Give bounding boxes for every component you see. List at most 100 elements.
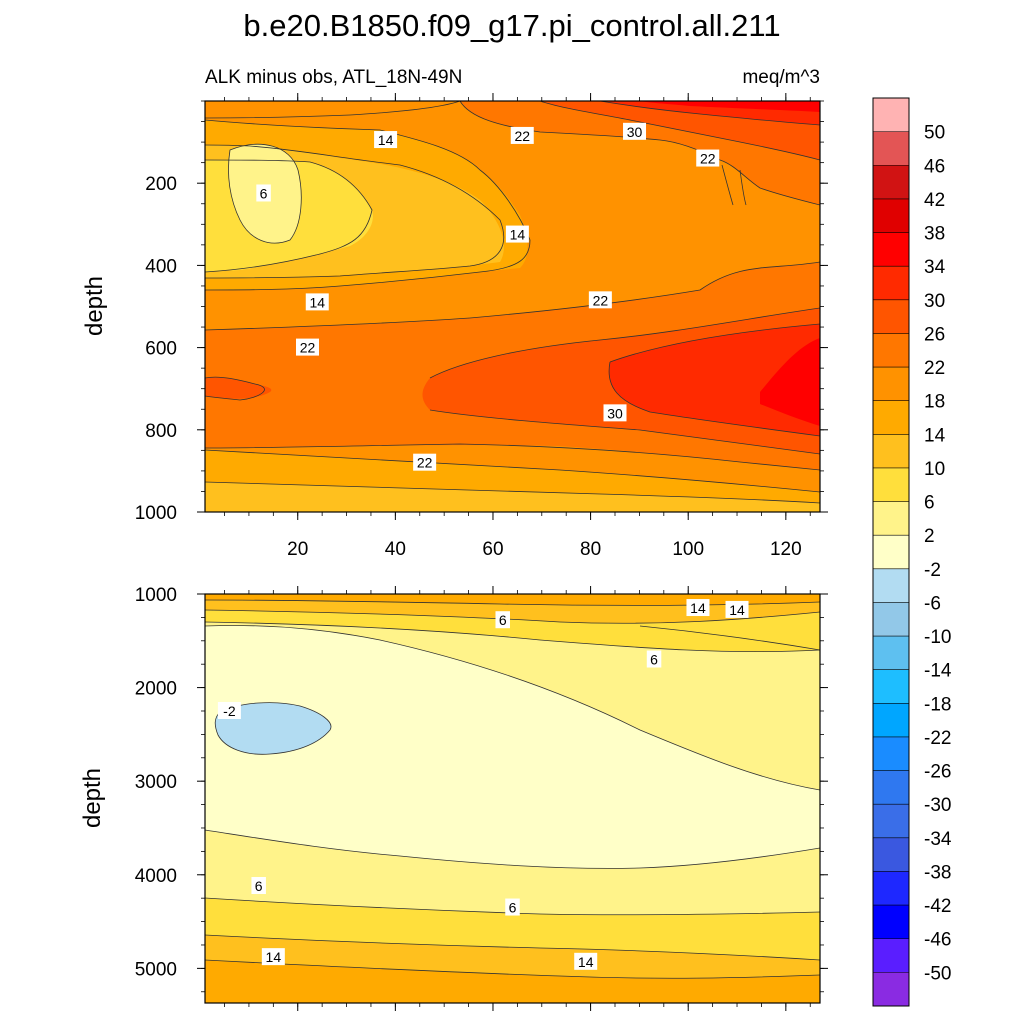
colorbar-label: 34 (924, 257, 946, 278)
fill-neg6-neg2-lower (215, 702, 331, 755)
chart-title: b.e20.B1850.f09_g17.pi_control.all.211 (243, 8, 780, 43)
colorbar-swatch (873, 535, 909, 570)
contour-label: 6 (256, 184, 271, 202)
colorbar-label: 18 (924, 392, 945, 413)
contour-label: 22 (296, 338, 319, 356)
colorbar-label: -14 (924, 661, 952, 682)
fill-14-18-deep (205, 960, 820, 1003)
x-tick-label: 120 (770, 539, 802, 560)
colorbar-swatch (873, 165, 909, 200)
contour-label-box (686, 599, 710, 617)
x-tick-label: 100 (672, 539, 704, 560)
contour-label-box (725, 600, 749, 618)
contour-label-text: 14 (510, 227, 526, 243)
y-tick-label: 200 (145, 174, 177, 195)
x-tick-label: 40 (385, 539, 406, 560)
contour-label-text: 6 (255, 878, 263, 894)
colorbar-label: 6 (924, 493, 935, 514)
colorbar-label: -2 (924, 560, 941, 581)
colorbar-swatch (873, 804, 909, 839)
colorbar-swatch (873, 232, 909, 267)
fill-neg2-2-lower (205, 625, 820, 869)
colorbar-label: 46 (924, 156, 945, 177)
colorbar-swatch (873, 703, 909, 738)
y-tick-label: 400 (145, 256, 177, 277)
colorbar-frame (872, 97, 910, 1007)
y-tick-label: 4000 (135, 866, 177, 887)
colorbar-swatch (873, 198, 909, 234)
contour-label: 22 (696, 149, 720, 167)
contour-label-text: 22 (514, 128, 530, 144)
upper-y-axis-label: depth (81, 276, 108, 336)
colorbar-swatch (873, 770, 909, 805)
colorbar-label: 10 (924, 459, 945, 480)
lower-axes: 1000 2000 3000 4000 5000 (135, 585, 828, 1011)
contour-label-text: 14 (378, 132, 394, 148)
contour-label-box (623, 122, 647, 140)
x-tick-label: 20 (287, 539, 308, 560)
fill-18-22-top-left (205, 101, 460, 118)
fill-34-38-surface (640, 101, 820, 112)
contour-label-text: 22 (593, 292, 609, 308)
colorbar-label: 22 (924, 358, 945, 379)
contour-label-box (505, 898, 520, 916)
contour-label-box (495, 611, 510, 629)
colorbar-label: -38 (924, 862, 951, 883)
y-tick-label: 1000 (135, 503, 177, 524)
fill-26-30-west (205, 377, 272, 399)
colorbar: 50 46 42 38 34 30 26 22 18 14 10 6 2 -2 -6 -10 -14 -18 -22… (872, 97, 952, 1007)
colorbar-swatch (873, 367, 909, 402)
colorbar-swatch (873, 972, 909, 1007)
contour-label: 22 (413, 453, 437, 471)
colorbar-label: 42 (924, 190, 945, 211)
colorbar-swatch (873, 871, 909, 906)
colorbar-swatch (873, 905, 909, 940)
contour-label-box (217, 701, 241, 719)
contour-label-box (696, 149, 720, 167)
upper-contour-labels: 14 22 30 22 6 14 14 22 22 30 22 (256, 122, 720, 471)
contour-label-box (603, 404, 627, 422)
colorbar-label: 26 (924, 324, 945, 345)
colorbar-label: 30 (924, 291, 945, 312)
y-tick-label: 5000 (135, 959, 177, 980)
contour-label: 6 (495, 611, 510, 629)
colorbar-label: -26 (924, 762, 951, 783)
colorbar-swatch (873, 501, 909, 536)
contour-label-box (510, 126, 534, 144)
colorbar-swatch (873, 568, 909, 603)
contour-label-box (413, 453, 437, 471)
contour-label-box (374, 131, 398, 149)
contour-label-text: 14 (309, 294, 325, 310)
colorbar-label: -34 (924, 829, 952, 850)
contour-label: 14 (686, 599, 710, 617)
contour-label-text: 22 (300, 340, 316, 356)
colorbar-swatch (873, 837, 909, 872)
contour-label-text: 14 (729, 602, 745, 618)
contour-label-text: 6 (509, 900, 517, 916)
contour-label-box (251, 877, 266, 895)
lower-contour-lines (205, 599, 820, 979)
contour-label-box (646, 650, 662, 668)
colorbar-swatch (873, 98, 909, 133)
colorbar-label: -22 (924, 728, 951, 749)
contour-label-box (256, 184, 271, 202)
colorbar-swatch (873, 736, 909, 772)
contour-label-text: 6 (260, 185, 268, 201)
contour-label-text: -2 (223, 703, 236, 719)
colorbar-swatch (873, 400, 909, 435)
lower-plot-frame (204, 593, 821, 1004)
contour-label-box (296, 338, 319, 356)
contour-label: 6 (646, 650, 662, 668)
contour-label: 6 (251, 877, 266, 895)
upper-axes: 200 400 600 800 1000 20 40 60 80 100 120 (135, 93, 828, 560)
contour-label: 30 (603, 404, 627, 422)
colorbar-swatch (873, 636, 909, 671)
colorbar-swatch (873, 131, 909, 166)
y-tick-label: 600 (145, 339, 177, 360)
contour-label-text: 6 (499, 612, 507, 628)
contour-label-box (305, 293, 329, 311)
colorbar-swatch (873, 333, 909, 368)
colorbar-label: 2 (924, 526, 935, 547)
